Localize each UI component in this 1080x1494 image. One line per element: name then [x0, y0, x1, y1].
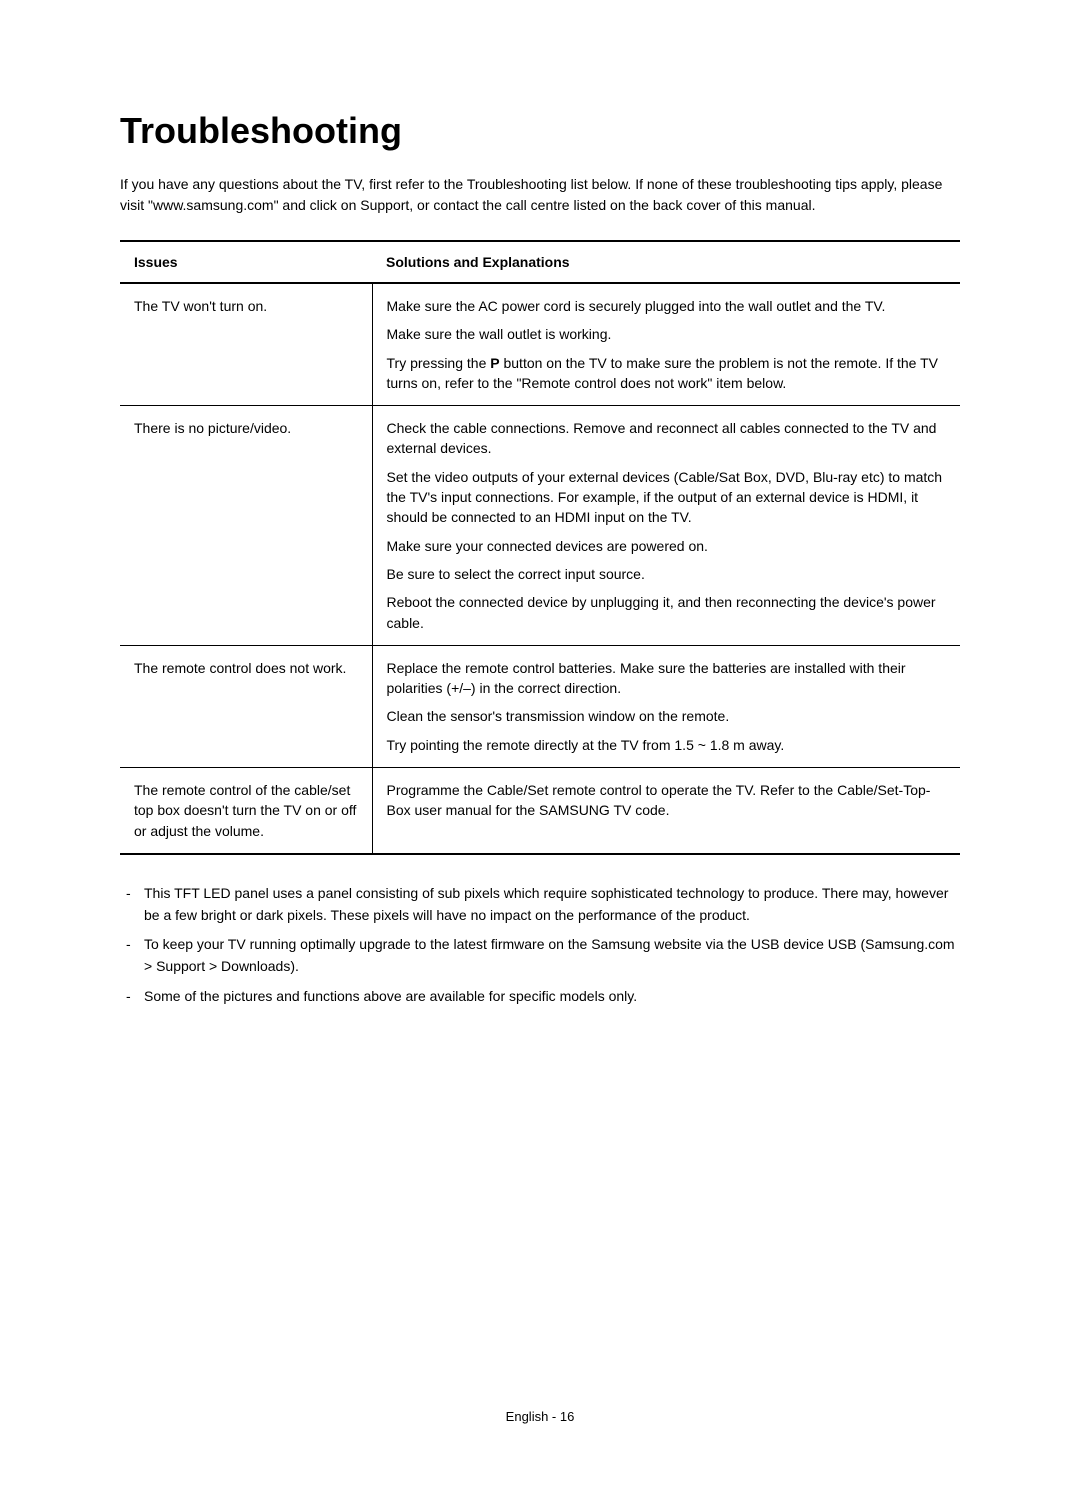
table-row: The remote control does not work. Replac… [120, 645, 960, 767]
table-row: The remote control of the cable/set top … [120, 768, 960, 854]
solution-cell: Check the cable connections. Remove and … [372, 406, 960, 646]
page-footer: English - 16 [0, 1409, 1080, 1424]
solution-cell: Replace the remote control batteries. Ma… [372, 645, 960, 767]
issue-cell: There is no picture/video. [120, 406, 372, 646]
note-item: Some of the pictures and functions above… [126, 986, 960, 1008]
issue-cell: The TV won't turn on. [120, 283, 372, 406]
table-header-row: Issues Solutions and Explanations [120, 241, 960, 283]
table-row: The TV won't turn on. Make sure the AC p… [120, 283, 960, 406]
solution-text: Set the video outputs of your external d… [387, 467, 951, 528]
solution-text: Check the cable connections. Remove and … [387, 418, 951, 459]
page-title: Troubleshooting [120, 110, 960, 152]
troubleshooting-table: Issues Solutions and Explanations The TV… [120, 240, 960, 855]
solution-text: Make sure the wall outlet is working. [387, 324, 951, 344]
col-header-issues: Issues [120, 241, 372, 283]
solution-text: Be sure to select the correct input sour… [387, 564, 951, 584]
solution-text: Try pressing the P button on the TV to m… [387, 353, 951, 394]
power-symbol: P [490, 355, 499, 371]
solution-text: Make sure the AC power cord is securely … [387, 296, 951, 316]
note-item: This TFT LED panel uses a panel consisti… [126, 883, 960, 926]
solution-text: Try pointing the remote directly at the … [387, 735, 951, 755]
col-header-solutions: Solutions and Explanations [372, 241, 960, 283]
solution-text: Programme the Cable/Set remote control t… [387, 780, 951, 821]
solution-cell: Programme the Cable/Set remote control t… [372, 768, 960, 854]
intro-text: If you have any questions about the TV, … [120, 174, 960, 216]
note-item: To keep your TV running optimally upgrad… [126, 934, 960, 977]
issue-cell: The remote control of the cable/set top … [120, 768, 372, 854]
issue-cell: The remote control does not work. [120, 645, 372, 767]
solution-text: Clean the sensor's transmission window o… [387, 706, 951, 726]
notes-list: This TFT LED panel uses a panel consisti… [120, 883, 960, 1007]
table-row: There is no picture/video. Check the cab… [120, 406, 960, 646]
solution-text: Reboot the connected device by unpluggin… [387, 592, 951, 633]
solution-cell: Make sure the AC power cord is securely … [372, 283, 960, 406]
solution-text: Make sure your connected devices are pow… [387, 536, 951, 556]
solution-text: Replace the remote control batteries. Ma… [387, 658, 951, 699]
